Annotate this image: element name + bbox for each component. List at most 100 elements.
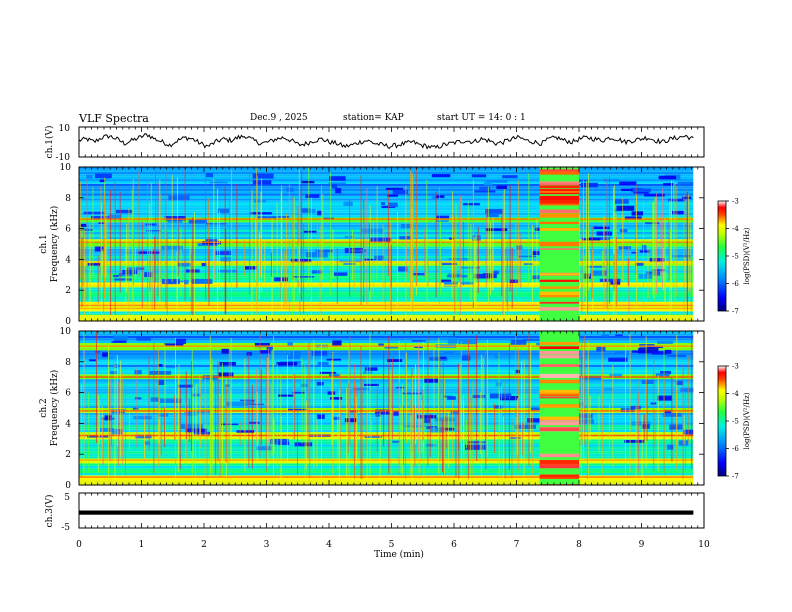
ch1-sferic <box>670 229 671 289</box>
ch2-sferic <box>390 374 392 476</box>
ch2-low-patch <box>657 395 672 401</box>
ch1-low-patch <box>671 210 685 215</box>
ch2-sferic <box>88 392 90 472</box>
ch2-low-patch <box>604 387 614 392</box>
ch2-sferic <box>97 394 99 472</box>
ch2-sferic <box>663 374 665 474</box>
ch2-low-patch <box>290 350 301 356</box>
ch2-band-row <box>79 383 694 387</box>
ch2-sferic <box>321 342 322 485</box>
ch2-low-patch <box>624 439 644 443</box>
ch2-low-patch <box>429 356 448 361</box>
ch2-band-row <box>79 395 694 399</box>
ch1-low-patch <box>115 209 133 214</box>
ch2-sferic <box>143 420 145 460</box>
ch2-sferic <box>404 339 406 483</box>
ch1-sferic <box>363 200 365 302</box>
ch1-sferic <box>303 223 305 314</box>
ch1-persistent-band <box>79 304 694 307</box>
ch1-sferic <box>165 170 167 309</box>
ch1-low-patch <box>652 269 666 272</box>
ch2-sferic <box>356 396 358 465</box>
ch2-band-row <box>79 465 694 469</box>
ch1-sferic <box>376 186 378 280</box>
ch2-low-patch <box>160 398 182 404</box>
ch1-sferic <box>485 207 487 288</box>
ch1-sferic <box>114 181 116 315</box>
ch2-band-row <box>79 400 694 404</box>
ch1-low-patch <box>631 251 637 254</box>
ch1-sferic <box>280 191 282 283</box>
ch2-low-patch <box>219 362 236 366</box>
ch2-band-row <box>79 362 694 365</box>
ch2-sferic <box>200 378 202 449</box>
ch1-low-patch <box>331 183 338 189</box>
ch1-sferic <box>684 256 686 288</box>
ch1-sferic <box>691 258 693 297</box>
ch2-sferic <box>376 384 378 453</box>
ch2-sferic <box>608 403 610 448</box>
ch2-low-patch <box>158 364 163 367</box>
ch2-low-patch <box>114 363 119 368</box>
ch2-band-row <box>79 408 694 411</box>
ch2-sferic <box>421 400 423 453</box>
ch1-low-patch <box>329 176 346 181</box>
ch1-sferic <box>410 169 412 298</box>
ch1-sferic <box>603 216 605 309</box>
ch2-low-patch <box>659 371 672 375</box>
ch1-sferic <box>190 253 192 321</box>
ch2-low-patch <box>150 397 159 402</box>
ch2-sferic <box>389 370 391 440</box>
ch2-sferic <box>215 378 217 475</box>
ch2-low-patch <box>240 399 255 402</box>
ch2-sferic <box>521 360 523 463</box>
ch2-sferic <box>587 340 589 480</box>
ch2-low-patch <box>678 440 689 446</box>
ch2-ytick-label: 10 <box>60 327 72 337</box>
ch1-sferic <box>586 180 588 317</box>
ch1-low-patch <box>99 179 106 183</box>
ch1-sferic <box>134 248 136 280</box>
ch1-burst-line <box>539 188 579 192</box>
ch1-low-patch <box>350 249 367 252</box>
ch2-sferic <box>601 342 603 483</box>
ch2-sferic <box>101 405 103 461</box>
ch1-sferic <box>128 208 130 317</box>
ch2-low-patch <box>378 343 384 347</box>
ch1-low-patch <box>460 266 480 269</box>
ch1-low-patch <box>311 270 323 274</box>
ch1-low-patch <box>374 255 385 261</box>
ch1-band-row <box>79 210 694 213</box>
ch1-sferic <box>126 223 128 292</box>
ch1-sferic <box>588 250 590 277</box>
ch2-sferic <box>111 416 113 446</box>
ch2-low-patch <box>416 415 437 419</box>
ch1-burst-line <box>539 241 579 247</box>
ch2-sferic <box>643 414 645 443</box>
ch1-sferic <box>487 186 489 303</box>
ch2-sferic <box>532 412 534 480</box>
ch2-low-patch <box>514 424 536 429</box>
ch1-persistent-band <box>79 241 694 244</box>
ch2-sferic <box>384 387 386 448</box>
ch1-sferic <box>180 227 182 297</box>
ch1-low-patch <box>435 195 445 198</box>
ch2-low-patch <box>458 338 477 345</box>
ch1-sferic <box>271 218 273 317</box>
ch2-burst-line <box>539 418 579 422</box>
ch1-sferic <box>259 237 261 277</box>
ch2-low-patch <box>608 357 628 362</box>
ch2-low-patch <box>110 371 117 375</box>
ch1-sferic <box>193 212 195 318</box>
ch1-sferic <box>330 172 332 295</box>
ch2-sferic <box>676 390 677 470</box>
ch2-sferic <box>114 363 116 485</box>
ch2-band-row <box>79 381 694 384</box>
ch1-low-patch <box>361 228 384 234</box>
ch2-burst-line <box>539 379 579 384</box>
ch1-burst-line <box>539 213 579 218</box>
ch2-band-row <box>79 393 694 396</box>
ch1-low-patch <box>462 203 480 206</box>
ch2-low-patch <box>393 410 399 416</box>
ch1-low-patch <box>205 173 214 178</box>
